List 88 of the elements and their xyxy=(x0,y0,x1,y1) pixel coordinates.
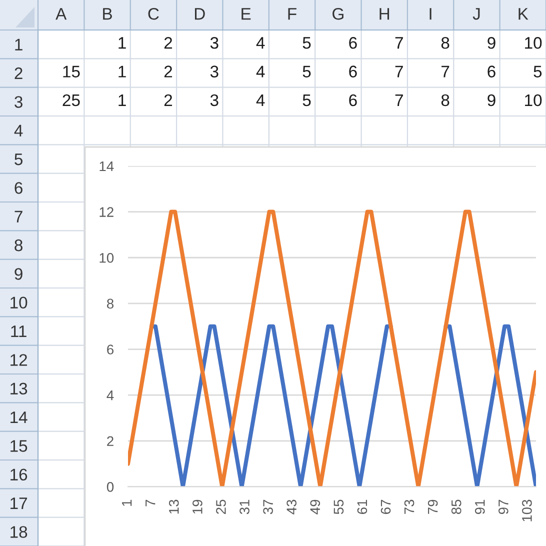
data-label: 8 xyxy=(441,37,450,49)
x-tick-label: 7 xyxy=(146,500,156,506)
data-label: 2 xyxy=(164,94,172,106)
data-label: 9 xyxy=(488,37,496,49)
x-tick-label: H xyxy=(380,8,390,20)
x-tick-label: 1 xyxy=(122,500,132,506)
x-tick-label: D xyxy=(194,8,205,20)
data-label: 6 xyxy=(349,94,357,106)
x-tick-label: 97 xyxy=(498,500,508,514)
data-label: 15 xyxy=(63,66,80,78)
data-label: 7 xyxy=(395,37,403,49)
x-tick-label: J xyxy=(472,8,480,20)
data-label: 5 xyxy=(302,94,311,106)
x-tick-label: C xyxy=(148,8,159,20)
y-tick-label: 10 xyxy=(10,296,28,309)
y-tick-label: 4 xyxy=(14,124,23,136)
y-tick-label: 14 xyxy=(100,161,114,172)
data-label: 10 xyxy=(525,37,542,49)
data-label: 2 xyxy=(164,37,172,49)
data-label: 2 xyxy=(164,66,172,78)
x-tick-label: 79 xyxy=(428,500,438,514)
y-tick-label: 7 xyxy=(14,210,22,222)
x-tick-label: 85 xyxy=(451,500,462,514)
data-label: 8 xyxy=(441,94,450,106)
x-tick-label: E xyxy=(242,8,251,20)
data-label: 5 xyxy=(534,66,542,78)
data-label: 25 xyxy=(62,94,80,106)
y-tick-label: 11 xyxy=(11,326,26,338)
x-tick-label: 73 xyxy=(404,500,414,514)
y-tick-label: 0 xyxy=(106,482,114,492)
data-label: 1 xyxy=(118,94,126,106)
y-tick-label: 17 xyxy=(10,498,27,510)
data-label: 3 xyxy=(210,94,218,106)
y-tick-label: 1 xyxy=(15,38,22,50)
data-label: 7 xyxy=(395,66,403,78)
data-label: 10 xyxy=(525,94,542,106)
y-tick-label: 12 xyxy=(10,354,27,366)
x-tick-label: K xyxy=(518,8,528,20)
x-tick-label: 67 xyxy=(380,500,391,514)
y-tick-label: 5 xyxy=(14,154,22,166)
y-tick-label: 4 xyxy=(106,390,114,400)
x-tick-label: F xyxy=(288,8,296,20)
data-label: 4 xyxy=(256,94,265,106)
data-label: 7 xyxy=(442,66,450,78)
y-tick-label: 13 xyxy=(10,382,28,395)
data-label: 5 xyxy=(302,66,311,78)
data-label: 4 xyxy=(256,66,265,78)
x-tick-label: 25 xyxy=(216,500,226,514)
y-tick-label: 10 xyxy=(100,252,114,263)
y-tick-label: 12 xyxy=(100,207,114,217)
x-tick-label: 103 xyxy=(522,500,532,522)
x-tick-label: 91 xyxy=(474,500,485,514)
y-tick-label: 8 xyxy=(14,239,22,252)
data-label: 6 xyxy=(349,66,357,78)
x-tick-label: 61 xyxy=(357,500,368,514)
data-label: 6 xyxy=(349,37,357,49)
data-label: 6 xyxy=(488,66,496,78)
x-tick-label: 55 xyxy=(334,500,344,514)
data-label: 3 xyxy=(210,37,218,49)
x-tick-label: 19 xyxy=(192,500,202,514)
x-tick-label: 31 xyxy=(240,500,250,514)
y-tick-label: 3 xyxy=(14,96,22,108)
data-label: 1 xyxy=(118,37,126,49)
x-tick-label: B xyxy=(103,8,112,20)
x-tick-label: 49 xyxy=(310,500,320,514)
data-label: 4 xyxy=(256,37,265,49)
y-tick-label: 9 xyxy=(14,268,22,280)
data-label: 7 xyxy=(395,94,403,106)
x-tick-label: G xyxy=(332,8,344,20)
x-tick-label: 43 xyxy=(286,500,296,514)
y-tick-label: 18 xyxy=(10,526,28,538)
data-label: 3 xyxy=(210,66,218,78)
y-tick-label: 14 xyxy=(10,412,28,424)
y-tick-label: 2 xyxy=(14,67,22,80)
x-tick-label: 37 xyxy=(263,500,273,514)
y-tick-label: 16 xyxy=(10,468,28,481)
y-tick-label: 6 xyxy=(107,344,114,354)
data-label: 9 xyxy=(488,94,496,106)
y-tick-label: 8 xyxy=(106,298,114,309)
x-tick-label: A xyxy=(56,8,67,20)
x-tick-label: I xyxy=(430,8,432,20)
data-label: 5 xyxy=(302,37,311,49)
y-tick-label: 15 xyxy=(10,440,28,452)
y-tick-label: 6 xyxy=(14,182,22,194)
y-tick-label: 2 xyxy=(107,436,114,446)
data-label: 1 xyxy=(118,66,126,78)
x-tick-label: 13 xyxy=(168,500,179,514)
line-series xyxy=(128,210,536,487)
